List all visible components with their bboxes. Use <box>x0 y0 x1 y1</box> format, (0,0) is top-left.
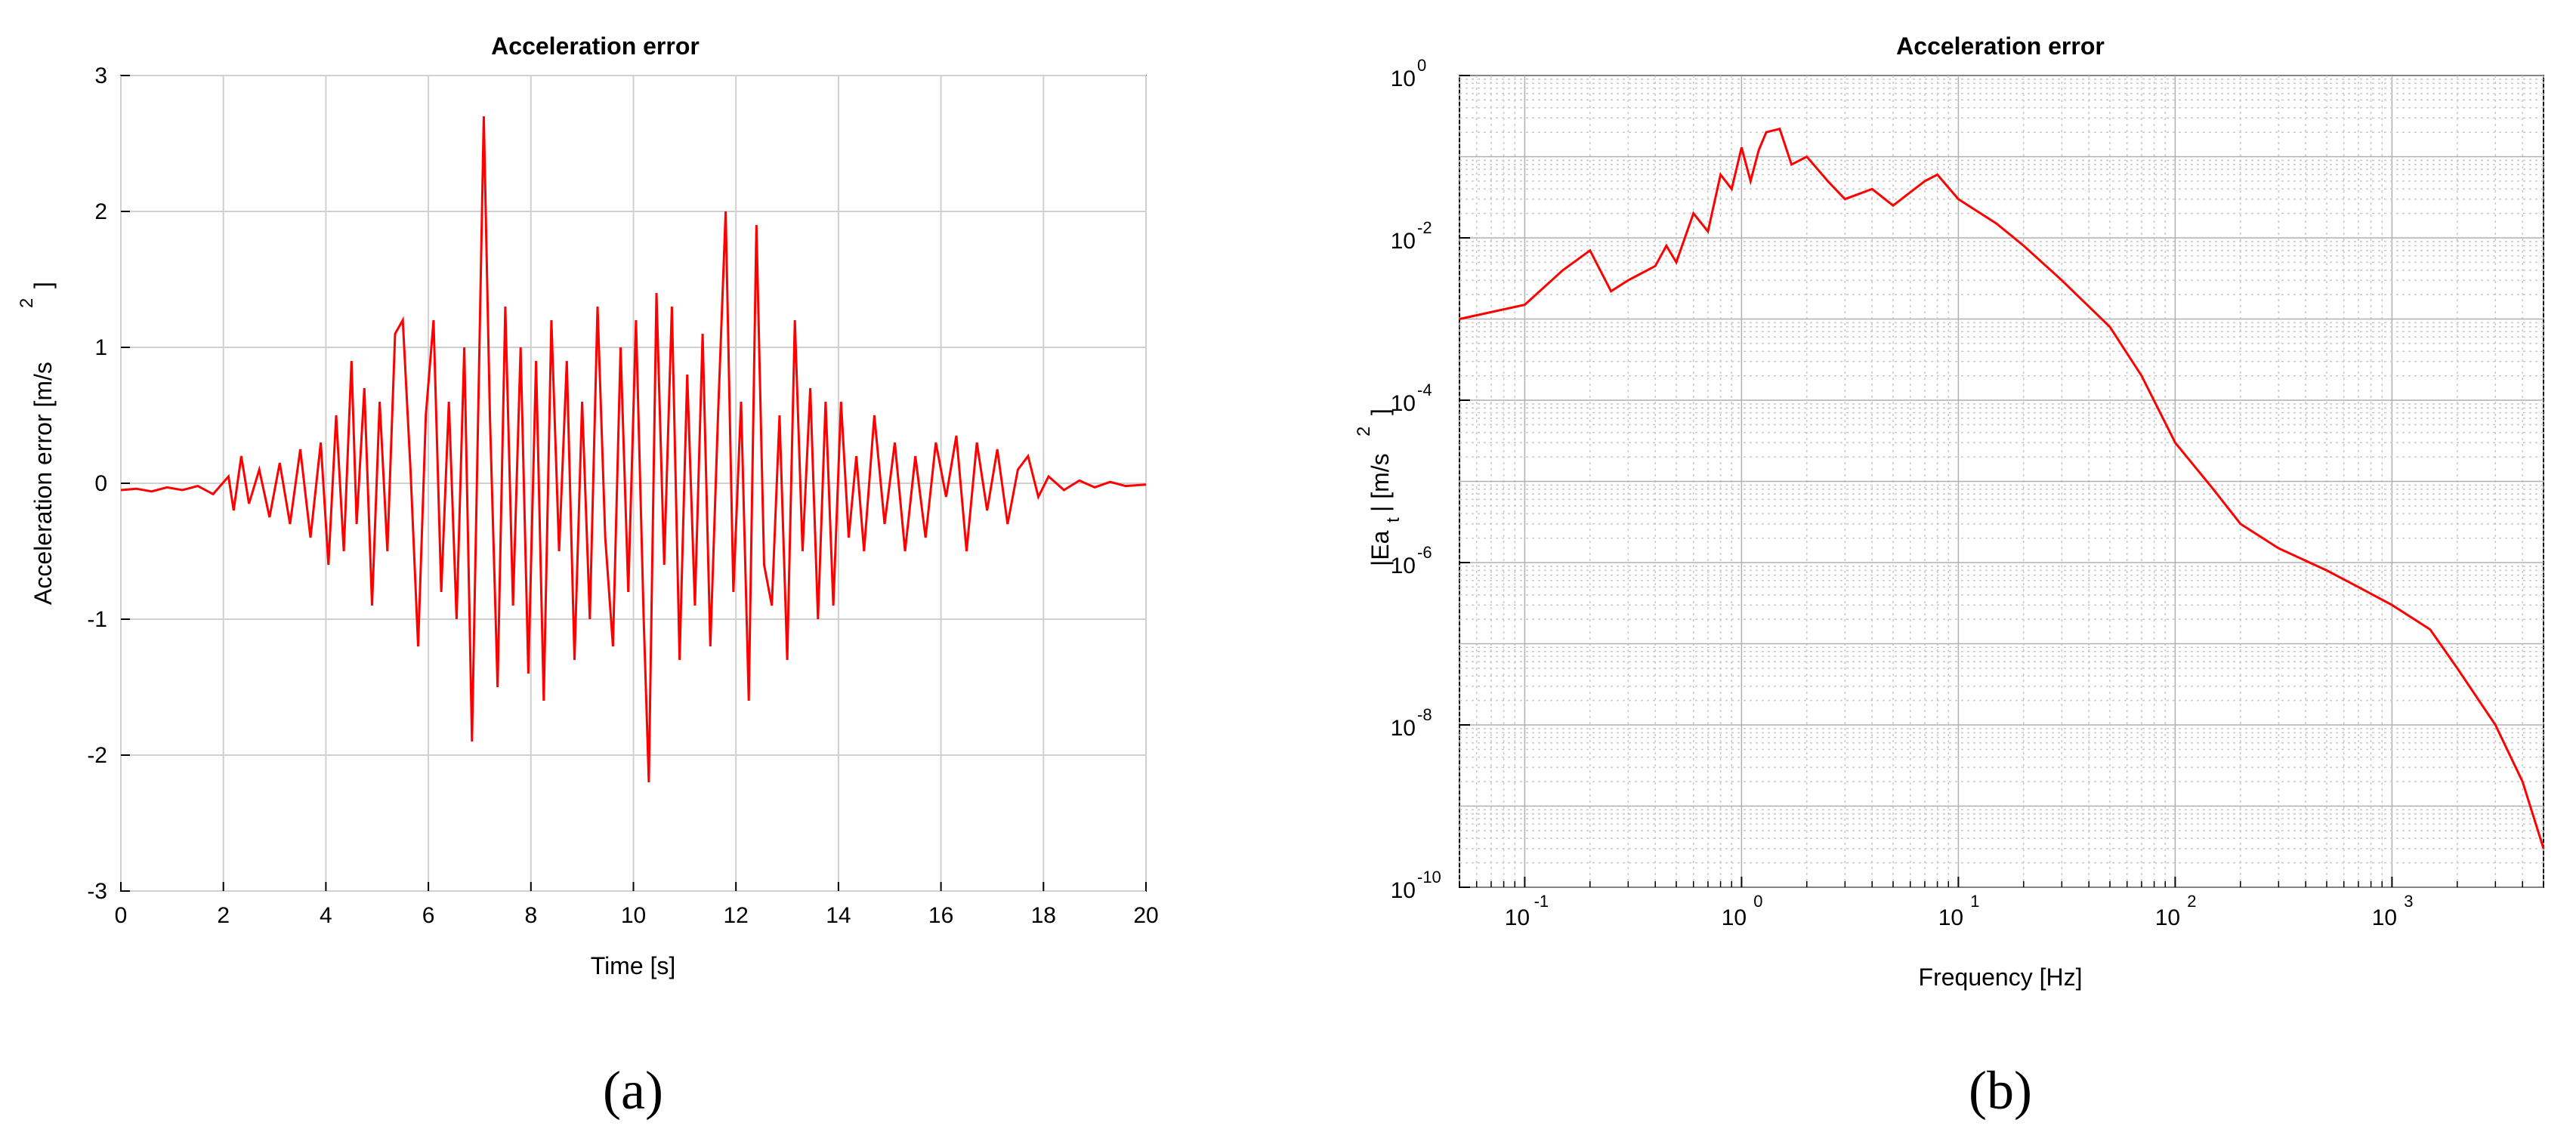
x-axis-label-a: Time [s] <box>591 952 676 979</box>
y-tick-label: -3 <box>87 879 107 904</box>
y-tick-label: 10 <box>1391 716 1416 741</box>
x-tick-label: 8 <box>524 903 537 928</box>
chart-title-a: Acceleration error <box>491 32 700 60</box>
panel-label-a: (a) <box>603 1060 663 1121</box>
y-axis-label-a-close: ] <box>29 282 57 288</box>
y-tick-exponent: -2 <box>1417 218 1432 237</box>
x-tick-label: 10 <box>1938 905 1963 930</box>
y-tick-label: 10 <box>1391 229 1416 254</box>
grid-b <box>1459 75 2544 888</box>
y-axis-label-a: Acceleration error [m/s 2 ] <box>17 282 57 605</box>
y-tick-label: 10 <box>1391 553 1416 578</box>
y-axis-label-b-part2: | [m/s <box>1367 453 1394 512</box>
y-axis-label-b-close: ] <box>1367 409 1394 415</box>
y-tick-label: 10 <box>1391 66 1416 91</box>
y-axis-label-b-sub: t <box>1383 517 1404 523</box>
y-axis-label-a-sup: 2 <box>17 298 37 308</box>
y-axis-label-b: |Ea t | [m/s 2 ] <box>1354 409 1404 566</box>
x-tick-label: 20 <box>1133 903 1158 928</box>
y-tick-exponent: -4 <box>1417 381 1432 399</box>
y-tick-label: -1 <box>87 607 107 632</box>
x-tick-exponent: 3 <box>2404 892 2413 911</box>
x-tick-label: 6 <box>422 903 435 928</box>
x-tick-label: 4 <box>320 903 332 928</box>
x-tick-label: 10 <box>2372 905 2397 930</box>
x-tick-label: 12 <box>724 903 749 928</box>
x-tick-exponent: 0 <box>1753 892 1762 911</box>
y-axis-label-b-part1: |Ea <box>1367 530 1394 566</box>
x-tick-label: 14 <box>826 903 851 928</box>
y-tick-exponent: -10 <box>1417 868 1441 887</box>
frequency-domain-chart: 10-110010110210310-1010-810-610-410-2100… <box>1354 32 2545 1121</box>
y-tick-exponent: 0 <box>1417 56 1426 75</box>
y-tick-label: 10 <box>1391 391 1416 416</box>
series-line-a <box>120 116 1147 783</box>
y-tick-label: -2 <box>87 743 107 768</box>
panel-label-b: (b) <box>1969 1060 2032 1121</box>
y-tick-exponent: -8 <box>1417 705 1432 724</box>
y-tick-label: 3 <box>94 63 107 88</box>
x-tick-label: 10 <box>2155 905 2180 930</box>
x-tick-label: 10 <box>1722 905 1747 930</box>
series-line-b <box>1459 127 2545 850</box>
x-tick-label: 10 <box>1505 905 1530 930</box>
x-tick-label: 16 <box>928 903 953 928</box>
x-tick-label: 10 <box>621 903 646 928</box>
x-tick-exponent: 2 <box>2187 892 2196 911</box>
x-tick-exponent: -1 <box>1534 892 1549 911</box>
y-tick-label: 10 <box>1391 878 1416 903</box>
y-tick-label: 1 <box>94 335 107 360</box>
y-axis-label-b-sup: 2 <box>1354 427 1374 436</box>
y-tick-exponent: -6 <box>1417 543 1432 562</box>
y-tick-label: 0 <box>94 471 107 496</box>
x-tick-label: 18 <box>1031 903 1056 928</box>
x-tick-label: 2 <box>217 903 230 928</box>
chart-title-b: Acceleration error <box>1896 32 2105 60</box>
x-tick-exponent: 1 <box>1970 892 1979 911</box>
y-axis-label-a-text: Acceleration error [m/s <box>29 362 57 605</box>
x-axis-label-b: Frequency [Hz] <box>1919 964 2083 991</box>
x-tick-label: 0 <box>115 903 128 928</box>
y-tick-label: 2 <box>94 199 107 224</box>
